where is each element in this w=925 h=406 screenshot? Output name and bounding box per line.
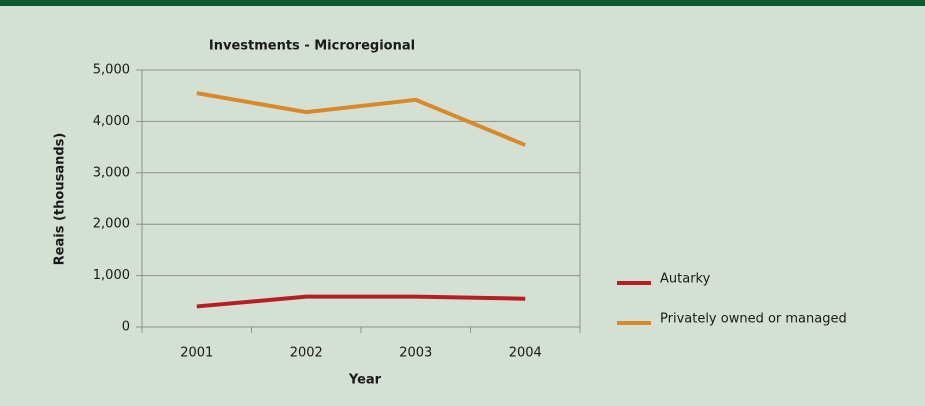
x-tick-label: 2002 xyxy=(290,346,323,361)
legend-label: Autarky xyxy=(660,272,711,287)
y-tick-label: 1,000 xyxy=(93,268,130,283)
y-tick-label: 5,000 xyxy=(93,63,130,78)
y-tick-label: 4,000 xyxy=(93,114,130,129)
legend-label: Privately owned or managed xyxy=(660,312,847,327)
y-axis-label: Reais (thousands) xyxy=(53,133,68,266)
x-tick-label: 2001 xyxy=(180,346,213,361)
chart-title: Investments - Microregional xyxy=(209,39,415,54)
y-tick-label: 2,000 xyxy=(93,217,130,232)
top-bar xyxy=(0,0,925,6)
y-tick-label: 3,000 xyxy=(93,165,130,180)
line xyxy=(196,294,526,309)
line xyxy=(196,91,527,147)
x-axis-label: Year xyxy=(348,373,382,388)
x-tick-label: 2004 xyxy=(509,346,542,361)
y-tick-label: 0 xyxy=(122,320,130,335)
x-tick-label: 2003 xyxy=(399,346,432,361)
